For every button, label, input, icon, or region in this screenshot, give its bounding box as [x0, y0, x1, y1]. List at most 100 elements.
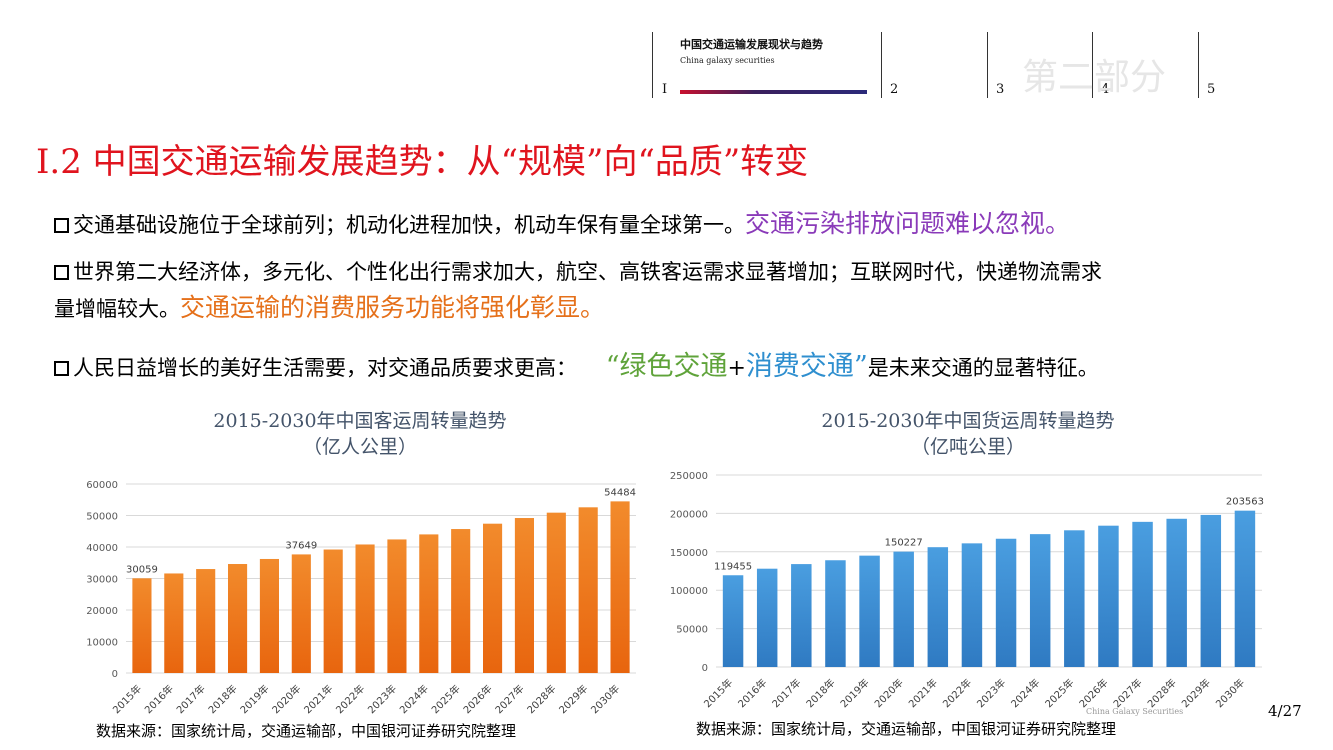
data-label: 203563 — [1226, 497, 1264, 508]
nav-divider — [881, 32, 882, 98]
x-tick-label: 2022年 — [333, 682, 367, 715]
bar — [1234, 510, 1256, 667]
bullet-2: 世界第二大经济体，多元化、个性化出行需求加大，航空、高铁客运需求显著增加；互联网… — [54, 256, 1102, 286]
bar — [1064, 530, 1085, 667]
y-tick-label: 250000 — [670, 471, 708, 482]
bullet-3: 人民日益增长的美好生活需要，对交通品质要求更高： “绿色交通+消费交通”是未来交… — [54, 344, 1099, 383]
x-tick-label: 2015年 — [110, 682, 144, 715]
y-tick-label: 60000 — [86, 480, 118, 491]
nav-divider — [1198, 32, 1199, 98]
x-tick-label: 2026年 — [460, 682, 494, 715]
chart-1-source: 数据来源：国家统计局，交通运输部，中国银河证券研究院整理 — [96, 722, 517, 740]
bullet-1: 交通基础设施位于全球前列；机动化进程加快，机动车保有量全球第一。交通污染排放问题… — [54, 204, 1070, 240]
y-tick-label: 150000 — [670, 548, 708, 559]
x-tick-label: 2018年 — [803, 676, 837, 710]
bullet-2-text-line1: 世界第二大经济体，多元化、个性化出行需求加大，航空、高铁客运需求显著增加；互联网… — [73, 260, 1102, 284]
data-label: 119455 — [714, 561, 752, 572]
bar — [961, 543, 983, 667]
bullet-3-tail: 是未来交通的显著特征。 — [867, 356, 1099, 380]
bar — [893, 551, 914, 667]
data-label: 54484 — [604, 487, 636, 498]
bar — [1029, 534, 1051, 667]
bullet-1-text: 交通基础设施位于全球前列；机动化进程加快，机动车保有量全球第一。 — [73, 213, 745, 237]
plus-sign: + — [727, 356, 746, 381]
bar — [1098, 525, 1119, 667]
nav-divider — [987, 32, 988, 98]
page-number: 4/27 — [1268, 702, 1302, 720]
bar — [927, 547, 949, 667]
x-tick-label: 2016年 — [735, 676, 769, 710]
y-tick-label: 200000 — [670, 509, 708, 520]
y-tick-label: 0 — [112, 669, 118, 680]
nav-item-4[interactable]: 4 — [1101, 82, 1110, 97]
bar — [546, 512, 566, 673]
nav-item-5[interactable]: 5 — [1207, 82, 1216, 97]
bar — [610, 501, 630, 673]
bar — [451, 529, 471, 673]
bar — [578, 507, 598, 673]
x-tick-label: 2029年 — [1179, 676, 1213, 710]
bar — [483, 523, 503, 673]
y-tick-label: 50000 — [676, 625, 708, 636]
y-tick-label: 0 — [702, 663, 708, 674]
nav-divider — [652, 32, 653, 98]
x-tick-label: 2021年 — [301, 682, 335, 715]
x-tick-label: 2019年 — [237, 682, 271, 715]
chart-1-title-block: 2015-2030年中国客运周转量趋势 （亿人公里） — [140, 408, 580, 460]
chart-2-title: 2015-2030年中国货运周转量趋势 — [821, 410, 1115, 432]
bar — [419, 534, 439, 673]
x-tick-label: 2028年 — [524, 682, 558, 715]
data-label: 30059 — [126, 564, 158, 575]
x-tick-label: 2029年 — [556, 682, 590, 715]
y-tick-label: 30000 — [86, 575, 118, 586]
x-tick-label: 2028年 — [1145, 676, 1179, 710]
data-label: 37649 — [285, 540, 317, 551]
section-watermark: 第二部分 — [1022, 57, 1167, 98]
consumer-transport-label: 消费交通 — [745, 351, 854, 382]
chart-1-subtitle: （亿人公里） — [302, 436, 417, 458]
x-tick-label: 2016年 — [142, 682, 176, 715]
x-tick-label: 2026年 — [1076, 676, 1110, 710]
nav-item-3[interactable]: 3 — [996, 82, 1005, 97]
bar — [995, 538, 1017, 667]
nav-item-1[interactable]: I — [662, 82, 668, 97]
bar — [722, 575, 744, 667]
bar — [1200, 514, 1222, 667]
data-label: 150227 — [885, 538, 923, 549]
x-tick-label: 2030年 — [1213, 676, 1247, 710]
y-tick-label: 10000 — [86, 638, 118, 649]
x-tick-label: 2022年 — [940, 676, 974, 710]
nav-item-2[interactable]: 2 — [890, 82, 899, 97]
x-tick-label: 2020年 — [872, 676, 906, 710]
bullet-1-highlight: 交通污染排放问题难以忽视。 — [745, 209, 1071, 238]
nav-section-title: 中国交通运输发展现状与趋势 — [680, 38, 823, 51]
footer-company: China Galaxy Securities — [1086, 707, 1184, 716]
close-quote: ” — [853, 351, 868, 382]
green-transport-label: 绿色交通 — [619, 351, 728, 382]
nav-section-subtitle: China galaxy securities — [680, 56, 775, 65]
y-tick-label: 50000 — [86, 512, 118, 523]
x-tick-label: 2020年 — [269, 682, 303, 715]
y-tick-label: 100000 — [670, 586, 708, 597]
section-nav: 中国交通运输发展现状与趋势 China galaxy securities I … — [652, 32, 1216, 102]
checkbox-bullet-icon — [54, 218, 69, 233]
bar — [859, 555, 880, 667]
chart-1-title: 2015-2030年中国客运周转量趋势 — [213, 410, 507, 432]
bar — [1132, 521, 1153, 667]
x-tick-label: 2017年 — [769, 676, 803, 710]
chart-2-source: 数据来源：国家统计局，交通运输部，中国银河证券研究院整理 — [696, 720, 1117, 738]
bar — [132, 578, 152, 673]
x-tick-label: 2030年 — [588, 682, 622, 715]
x-tick-label: 2024年 — [1008, 676, 1042, 710]
passenger-turnover-chart: 0 10000 20000 30000 40000 50000 60000 2015年 3005… — [86, 480, 636, 715]
x-tick-label: 2024年 — [397, 682, 431, 715]
x-tick-label: 2023年 — [974, 676, 1008, 710]
checkbox-bullet-icon — [54, 265, 69, 280]
chart-2-subtitle: （亿吨公里） — [910, 436, 1025, 458]
nav-active-indicator — [680, 90, 867, 94]
bullet-3-text: 人民日益增长的美好生活需要，对交通品质要求更高： — [73, 356, 577, 380]
x-tick-label: 2023年 — [365, 682, 399, 715]
bar — [164, 573, 184, 673]
bar — [323, 549, 343, 673]
bar — [1166, 518, 1187, 667]
